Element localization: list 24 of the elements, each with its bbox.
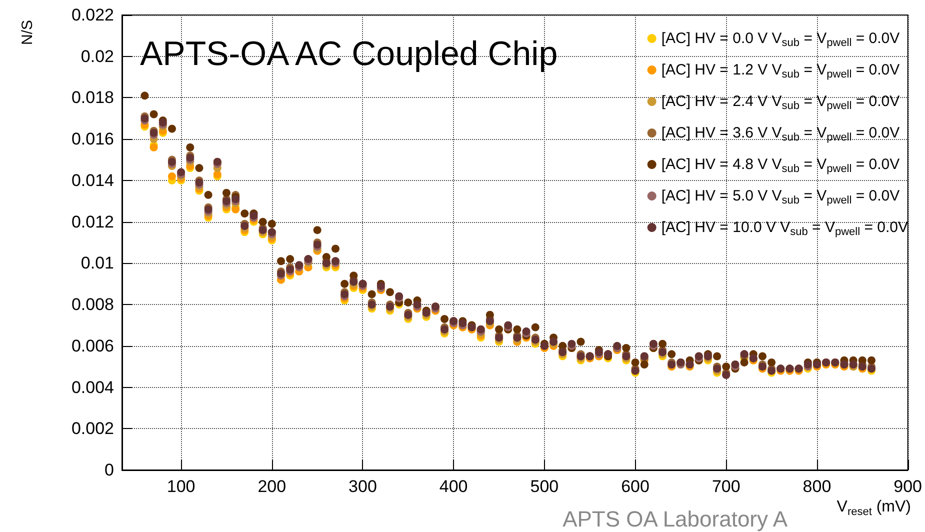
y-axis-title: N/S bbox=[19, 20, 36, 46]
text: APTS-OA AC Coupled Chip bbox=[140, 35, 558, 73]
x-tick-label: 100 bbox=[166, 477, 196, 496]
x-tick-label: 300 bbox=[348, 477, 377, 496]
y-tick-label: 0.018 bbox=[71, 88, 114, 108]
y-tick-label: 0.01 bbox=[80, 254, 114, 273]
y-tick-label: 0.012 bbox=[71, 212, 114, 232]
x-tick-label: 400 bbox=[439, 477, 468, 496]
x-tick-label: 900 bbox=[894, 477, 922, 496]
x-tick-label: 200 bbox=[258, 477, 286, 496]
y-tick-label: 0.002 bbox=[71, 419, 114, 438]
y-tick-label: 0.016 bbox=[71, 130, 114, 149]
y-tick-label: 0.006 bbox=[71, 336, 114, 356]
y-tick-label: 0.022 bbox=[71, 6, 114, 24]
y-tick-label: 0.02 bbox=[80, 46, 114, 66]
x-tick-label: 600 bbox=[621, 477, 650, 496]
y-tick-label: 0.008 bbox=[71, 295, 114, 314]
x-tick-label: 800 bbox=[802, 477, 832, 496]
y-tick-label: 0.004 bbox=[71, 378, 114, 397]
y-tick-label: 0 bbox=[104, 460, 114, 480]
x-tick-label: 700 bbox=[712, 477, 740, 496]
y-tick-label: 0.014 bbox=[71, 170, 114, 190]
x-tick-label: 500 bbox=[530, 477, 559, 496]
text: APTS OA Laboratory A bbox=[562, 506, 788, 532]
